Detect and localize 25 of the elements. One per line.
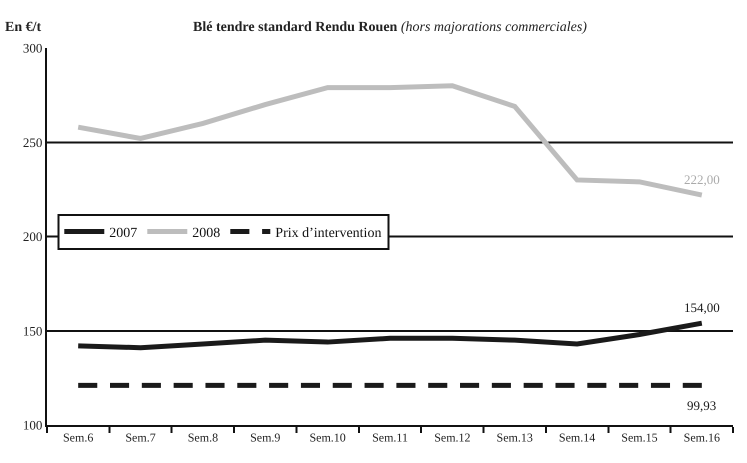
chart-subtitle: (hors majorations commerciales): [400, 20, 588, 35]
x-tick-label: Sem.14: [558, 430, 596, 444]
annotation: 99,93: [687, 398, 716, 413]
y-tick-label: 200: [22, 229, 42, 244]
x-tick-label: Sem.11: [372, 430, 408, 444]
y-tick-label: 250: [22, 134, 42, 150]
y-axis-title: En €/t: [5, 20, 42, 35]
data-label: 154,00: [684, 300, 720, 315]
legend-label: Prix d’intervention: [275, 226, 382, 241]
x-tick-label: Sem.9: [250, 430, 280, 444]
x-tick-label: Sem.12: [434, 430, 471, 444]
x-tick-label: Sem.7: [125, 430, 156, 444]
x-tick-label: Sem.16: [684, 430, 720, 444]
y-tick-label: 150: [22, 323, 42, 338]
x-tick-label: Sem.6: [63, 430, 94, 444]
x-tick-label: Sem.15: [621, 430, 658, 444]
y-tick-label: 100: [22, 418, 42, 433]
x-tick-label: Sem.13: [496, 430, 533, 444]
chart-title: Blé tendre standard Rendu Rouen: [193, 20, 398, 35]
data-label: 222,00: [684, 172, 720, 187]
legend-label: 2007: [109, 226, 138, 241]
y-tick-label: 300: [22, 40, 42, 56]
x-tick-label: Sem.10: [309, 430, 346, 444]
legend-label: 2008: [192, 226, 220, 241]
x-tick-label: Sem.8: [188, 430, 218, 444]
